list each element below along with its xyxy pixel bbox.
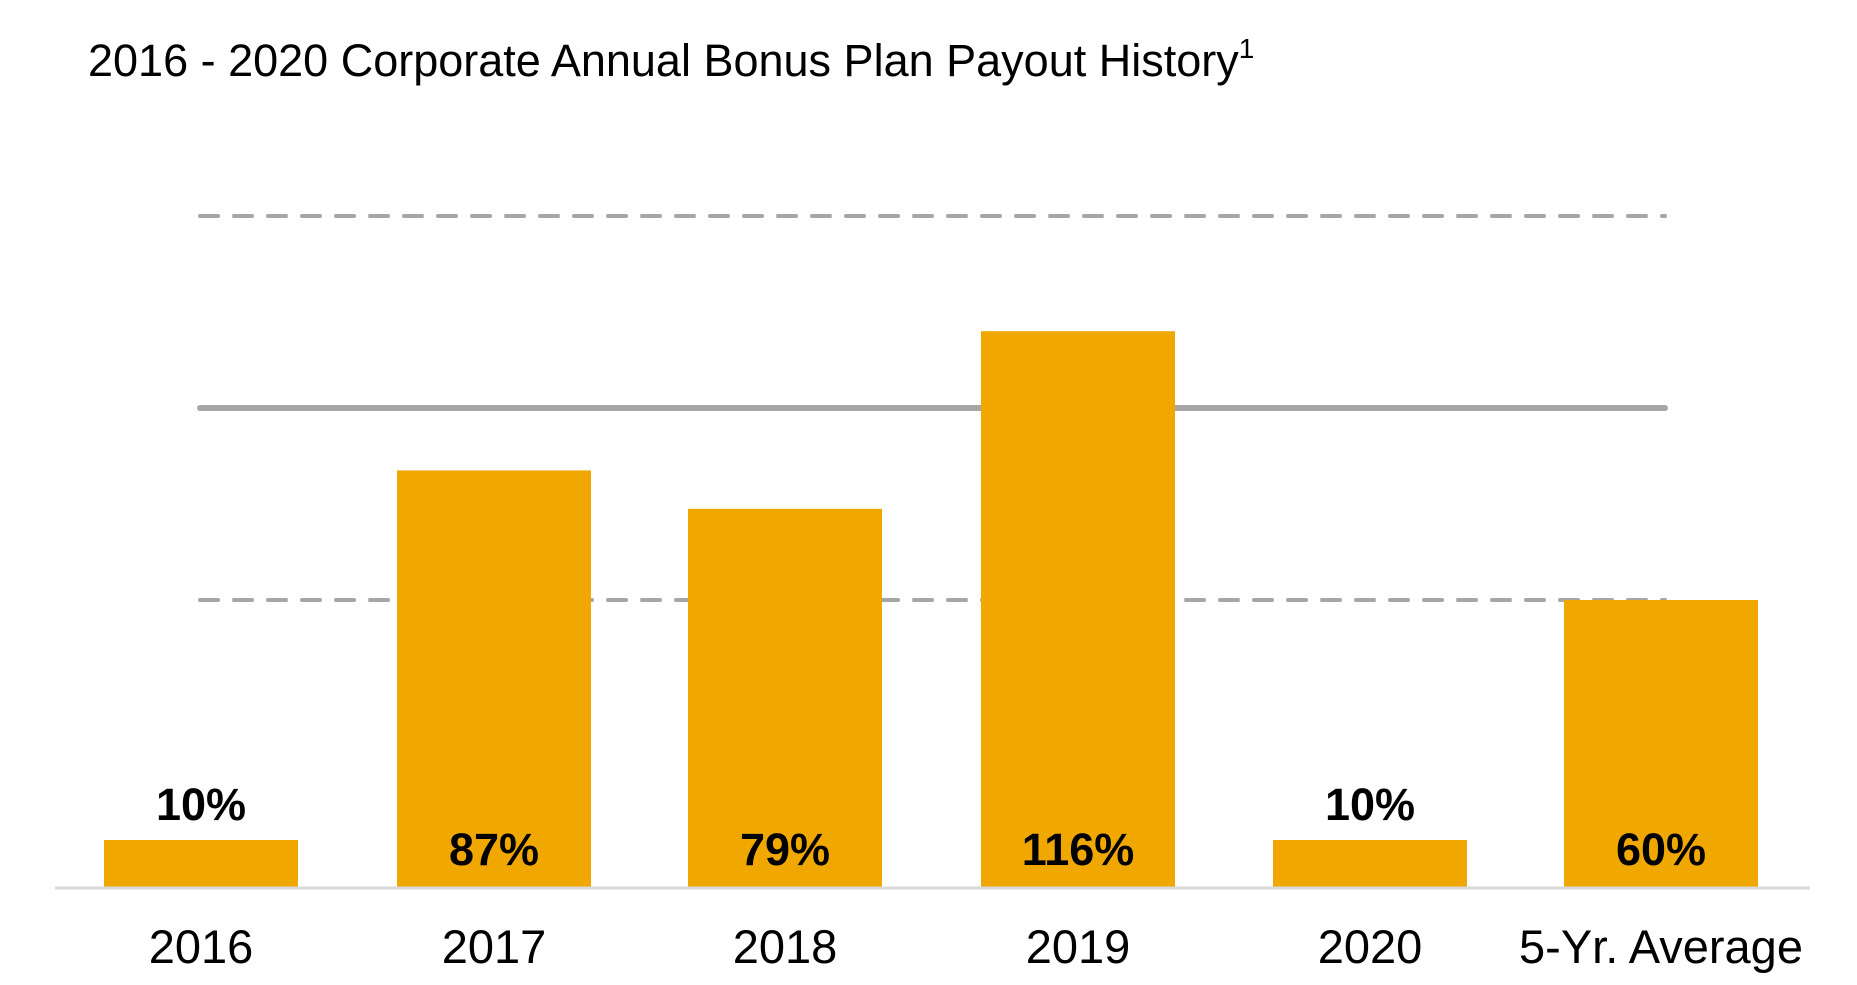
chart-title-text: 2016 - 2020 Corporate Annual Bonus Plan … xyxy=(88,35,1239,86)
category-label: 2018 xyxy=(733,920,838,973)
value-label: 116% xyxy=(1022,824,1135,875)
category-label: 2020 xyxy=(1318,920,1423,973)
bar-2017 xyxy=(397,470,591,888)
category-labels: 2016 2017 2018 2019 2020 5-Yr. Average xyxy=(149,920,1803,973)
bar-5-yr-average xyxy=(1564,600,1758,888)
chart-title-superscript: 1 xyxy=(1239,33,1255,64)
bar-2019 xyxy=(981,331,1175,888)
value-label: 79% xyxy=(740,824,830,875)
category-label: 5-Yr. Average xyxy=(1519,920,1803,973)
value-label: 10% xyxy=(1325,779,1415,830)
category-label: 2017 xyxy=(442,920,547,973)
chart-title: 2016 - 2020 Corporate Annual Bonus Plan … xyxy=(88,33,1254,86)
value-label: 10% xyxy=(156,779,246,830)
category-label: 2019 xyxy=(1026,920,1131,973)
bars xyxy=(104,331,1758,888)
category-label: 2016 xyxy=(149,920,254,973)
value-label: 60% xyxy=(1616,824,1706,875)
value-labels: 10% 87% 79% 116% 10% 60% xyxy=(156,779,1706,875)
bar-2016 xyxy=(104,840,298,888)
value-label: 87% xyxy=(449,824,539,875)
bar-2018 xyxy=(688,508,882,888)
bar-2020 xyxy=(1273,840,1467,888)
